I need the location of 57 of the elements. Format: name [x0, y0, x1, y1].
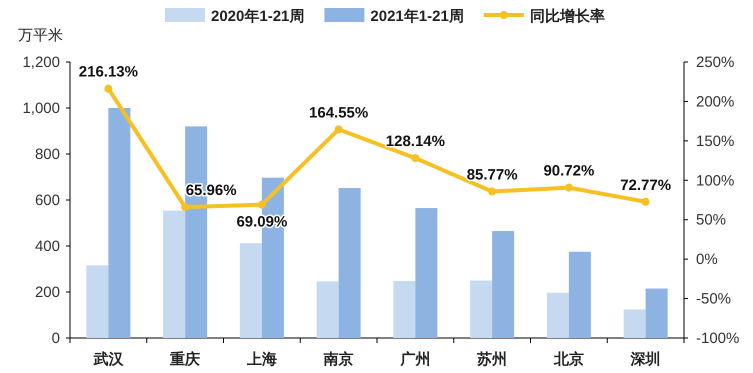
- y2-tick-label: 100%: [696, 172, 734, 190]
- x-tick-label: 苏州: [476, 351, 508, 368]
- y2-tick-label: 150%: [696, 132, 734, 150]
- x-tick-label: 南京: [322, 350, 354, 368]
- bar: [393, 280, 416, 338]
- x-tick-label: 重庆: [169, 350, 200, 368]
- bar: [646, 288, 668, 338]
- point: [642, 198, 650, 206]
- data-label: 72.77%: [620, 176, 672, 194]
- bar: [470, 280, 492, 338]
- bar: [316, 281, 339, 338]
- data-label: 65.96%: [186, 182, 237, 200]
- y-tick-label: 200: [34, 284, 60, 301]
- data-label: 85.77%: [466, 166, 518, 184]
- bar: [568, 252, 591, 338]
- x-tick-label: 上海: [246, 351, 277, 368]
- x-tick-label: 武汉: [92, 351, 124, 368]
- point: [258, 200, 266, 209]
- data-label: 90.72%: [543, 162, 594, 180]
- legend-label: 2021年1-21周: [370, 8, 464, 25]
- y2-tick-label: 0%: [696, 251, 718, 268]
- point: [334, 125, 343, 134]
- bar: [240, 243, 262, 338]
- y-tick-label: 400: [34, 238, 60, 255]
- data-label: 69.09%: [236, 214, 288, 231]
- bar: [415, 208, 438, 338]
- bar: [108, 108, 130, 338]
- bar: [86, 265, 108, 338]
- x-tick-label: 广州: [399, 350, 430, 368]
- point: [104, 84, 112, 93]
- y-tick-label: 0: [52, 330, 60, 347]
- data-label: 128.14%: [386, 133, 445, 150]
- point: [564, 184, 573, 192]
- legend-label: 同比增长率: [530, 7, 605, 25]
- y2-tick-label: -100%: [696, 330, 740, 347]
- bar: [492, 231, 514, 338]
- bar: [624, 309, 646, 338]
- point: [411, 154, 420, 162]
- bar: [338, 188, 361, 338]
- y2-tick-label: -50%: [696, 290, 732, 308]
- y-axis-title: 万平米: [18, 27, 63, 44]
- y2-tick-label: 250%: [696, 54, 734, 71]
- y2-tick-label: 200%: [696, 93, 734, 110]
- legend-label: 2020年1-21周: [211, 8, 304, 25]
- point: [488, 188, 496, 196]
- y-tick-label: 1,000: [22, 100, 60, 117]
- y2-tick-label: 50%: [696, 212, 726, 229]
- bar: [163, 210, 186, 338]
- data-label: 216.13%: [78, 64, 138, 81]
- data-label: 164.55%: [309, 104, 368, 122]
- y-tick-label: 600: [34, 192, 60, 209]
- point: [181, 203, 190, 212]
- bar: [546, 292, 569, 338]
- y-tick-label: 800: [34, 146, 60, 163]
- x-tick-label: 北京: [552, 350, 584, 368]
- x-tick-label: 深圳: [630, 351, 661, 368]
- y-tick-label: 1,200: [22, 54, 60, 71]
